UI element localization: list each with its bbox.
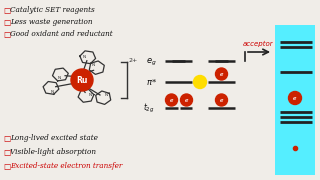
Circle shape xyxy=(215,94,228,106)
Text: Good oxidant and reductant: Good oxidant and reductant xyxy=(10,30,113,38)
Circle shape xyxy=(289,91,301,105)
Text: Visible-light absorption: Visible-light absorption xyxy=(10,148,96,156)
Text: Ru: Ru xyxy=(76,75,88,84)
Text: e: e xyxy=(185,98,188,102)
Text: N: N xyxy=(105,93,108,97)
Text: N: N xyxy=(51,90,54,94)
Circle shape xyxy=(71,69,93,91)
Circle shape xyxy=(194,75,206,89)
Text: e: e xyxy=(293,96,297,100)
Text: Less waste generation: Less waste generation xyxy=(10,18,92,26)
Text: □: □ xyxy=(3,6,10,15)
Text: Excited-state electron transfer: Excited-state electron transfer xyxy=(10,162,122,170)
Text: $e_g$: $e_g$ xyxy=(146,57,157,68)
Text: e: e xyxy=(220,71,223,76)
Circle shape xyxy=(215,68,228,80)
Text: Long-lived excited state: Long-lived excited state xyxy=(10,134,98,142)
Text: □: □ xyxy=(3,17,10,26)
Text: N: N xyxy=(92,63,95,67)
Text: 2+: 2+ xyxy=(129,57,138,62)
Text: acceptor: acceptor xyxy=(243,41,274,47)
Text: Catalytic SET reagents: Catalytic SET reagents xyxy=(10,6,95,14)
Text: □: □ xyxy=(3,161,10,170)
Text: N: N xyxy=(82,55,85,58)
Bar xyxy=(275,25,315,175)
Text: N: N xyxy=(88,93,92,97)
Text: N: N xyxy=(57,76,61,80)
Text: e: e xyxy=(220,98,223,102)
Text: □: □ xyxy=(3,147,10,156)
Text: $\pi$*: $\pi$* xyxy=(146,77,157,87)
Text: e: e xyxy=(170,98,173,102)
Text: □: □ xyxy=(3,134,10,143)
Text: □: □ xyxy=(3,30,10,39)
Text: $t_{2g}$: $t_{2g}$ xyxy=(143,102,155,114)
Circle shape xyxy=(165,94,178,106)
Circle shape xyxy=(180,94,193,106)
